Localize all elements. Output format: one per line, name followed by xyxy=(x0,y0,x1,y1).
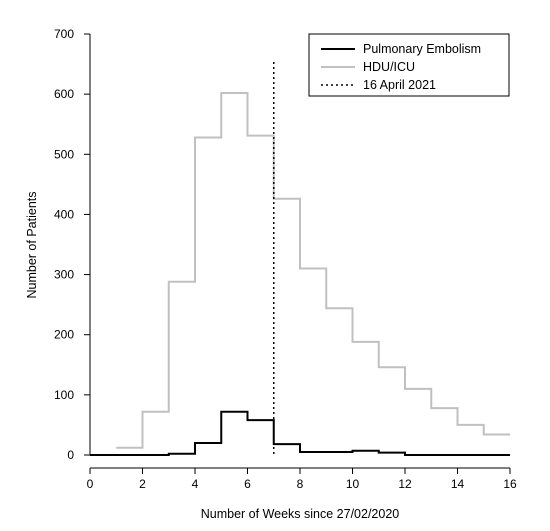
y-axis: 0 100 200 300 400 500 600 700 xyxy=(54,27,91,462)
y-tick-label: 700 xyxy=(54,27,74,41)
legend: Pulmonary Embolism HDU/ICU 16 April 2021 xyxy=(308,33,510,97)
y-tick-label: 200 xyxy=(54,328,74,342)
y-tick-label: 500 xyxy=(54,147,74,161)
x-tick-label: 10 xyxy=(346,477,360,491)
y-tick-label: 100 xyxy=(54,388,74,402)
y-tick-label: 0 xyxy=(67,448,74,462)
x-tick-label: 14 xyxy=(451,477,465,491)
x-axis-label: Number of Weeks since 27/02/2020 xyxy=(201,507,400,521)
y-tick-label: 600 xyxy=(54,87,74,101)
x-tick-label: 4 xyxy=(192,477,199,491)
y-axis-label: Number of Patients xyxy=(25,192,39,299)
x-tick-label: 12 xyxy=(398,477,412,491)
x-tick-label: 2 xyxy=(139,477,146,491)
legend-label-pulmonary-embolism: Pulmonary Embolism xyxy=(363,42,481,56)
x-tick-label: 8 xyxy=(297,477,304,491)
legend-label-hdu-icu: HDU/ICU xyxy=(363,60,415,74)
y-tick-label: 400 xyxy=(54,207,74,221)
series-hdu-icu xyxy=(116,91,510,449)
y-tick-label: 300 xyxy=(54,268,74,282)
x-tick-label: 0 xyxy=(87,477,94,491)
x-tick-label: 6 xyxy=(244,477,251,491)
x-tick-label: 16 xyxy=(503,477,517,491)
x-axis: 0 2 4 6 8 10 12 14 16 xyxy=(87,467,517,491)
series-pulmonary-embolism xyxy=(90,410,510,456)
legend-label-16-april-2021: 16 April 2021 xyxy=(363,78,436,92)
